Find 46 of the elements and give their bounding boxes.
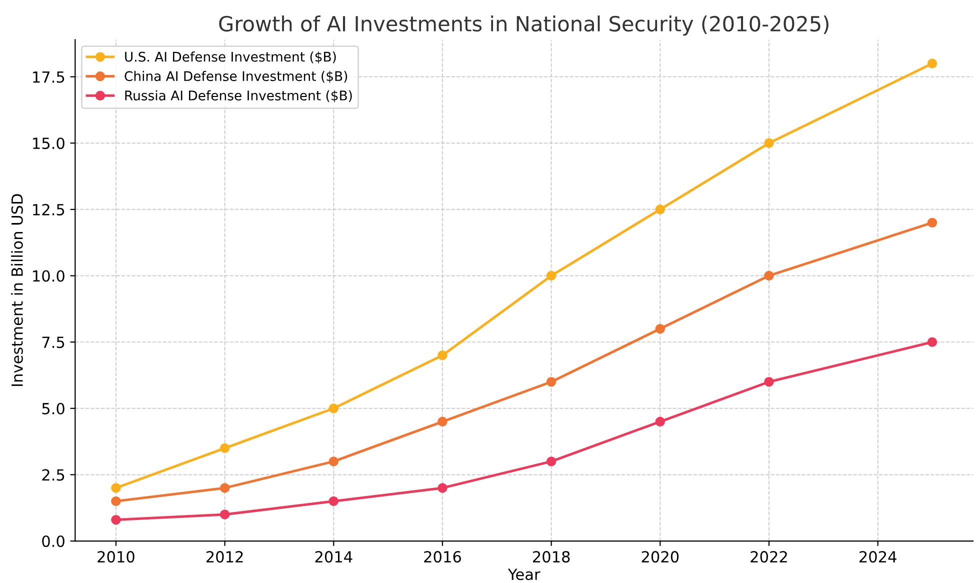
x-tick-label: 2018: [533, 551, 570, 563]
point: [328, 404, 339, 414]
y-tick-label: 12.5: [33, 204, 64, 216]
y-tick-label: 5.0: [42, 402, 64, 414]
y-tick-label: 10.0: [33, 270, 64, 282]
y-tick-label: 2.5: [42, 469, 64, 481]
point: [111, 483, 121, 493]
point: [438, 416, 448, 427]
x-tick-label: 2010: [98, 551, 134, 563]
x-tick-label: 2024: [860, 551, 896, 563]
x-tick-label: 2012: [206, 551, 243, 563]
point: [655, 416, 666, 427]
point: [111, 514, 121, 525]
legend-label: U.S. AI Defense Investment ($B): [125, 52, 336, 64]
point: [220, 443, 230, 454]
point: [927, 218, 938, 228]
point: [111, 496, 121, 506]
y-axis-title: Investment in Billion USD: [11, 194, 23, 386]
x-tick-label: 2014: [315, 551, 352, 563]
point: [546, 270, 556, 281]
point: [328, 456, 339, 466]
y-tick-label: 15.0: [33, 138, 64, 150]
point: [655, 204, 666, 214]
x-tick-label: 2020: [642, 551, 679, 563]
x-axis-title: Year: [508, 568, 540, 580]
x-tick-label: 2016: [424, 551, 461, 563]
legend-label: China AI Defense Investment ($B): [124, 70, 348, 83]
point: [927, 337, 938, 347]
point: [438, 483, 448, 493]
point: [546, 456, 556, 466]
legend-label: Russia AI Defense Investment ($B): [125, 90, 352, 102]
point: [220, 483, 230, 493]
y-tick-label: 17.5: [33, 71, 64, 83]
point: [927, 58, 938, 68]
point: [655, 324, 666, 334]
y-tick-label: 7.5: [42, 336, 64, 348]
point: [220, 510, 230, 520]
point: [764, 376, 774, 387]
point: [328, 496, 339, 506]
x-tick-label: 2022: [750, 551, 787, 563]
y-tick-label: 0.0: [42, 535, 64, 548]
point: [764, 270, 774, 281]
chart-title: Growth of AI Investments in National Security (2010-2025): [219, 15, 828, 36]
point: [438, 350, 448, 360]
point: [764, 138, 774, 148]
point: [546, 376, 556, 387]
